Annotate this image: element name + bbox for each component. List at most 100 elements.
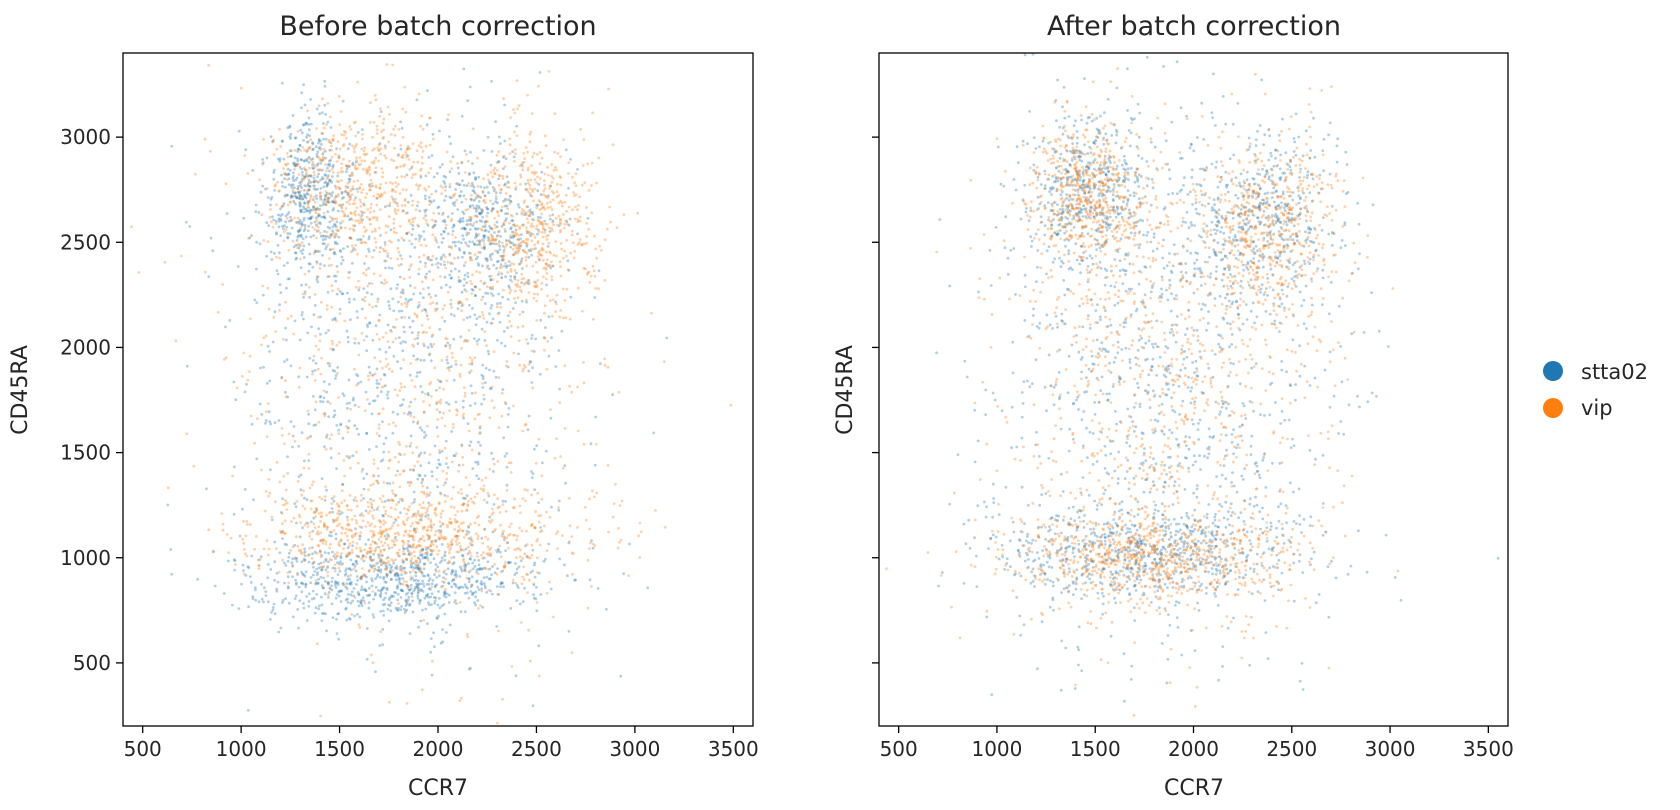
scatter-point [465,289,468,293]
scatter-point [422,230,426,233]
scatter-point [359,601,363,605]
scatter-point [409,255,412,258]
scatter-point [307,604,311,608]
scatter-point [348,202,352,206]
scatter-point [387,140,390,144]
scatter-point [451,229,455,233]
scatter-point [308,209,312,213]
scatter-point [297,375,301,379]
scatter-point [486,567,490,571]
scatter-point [509,275,513,278]
scatter-point [304,196,308,200]
scatter-point [319,222,322,226]
scatter-point [436,617,439,620]
scatter-point [356,131,360,134]
scatter-point [407,550,411,554]
scatter-point [382,505,386,509]
scatter-point [377,474,380,478]
scatter-point [562,213,565,216]
scatter-point [480,373,484,377]
scatter-point [453,518,457,521]
scatter-point [326,120,330,124]
scatter-point [316,367,320,371]
scatter-point [280,180,284,184]
scatter-point [469,150,472,154]
scatter-point [553,165,557,169]
scatter-point [521,267,524,270]
scatter-point [313,570,317,573]
scatter-point [476,460,480,464]
scatter-point [343,190,347,194]
scatter-point [303,176,306,180]
scatter-point [334,186,338,190]
scatter-point [394,181,398,184]
scatter-point [492,503,496,506]
scatter-point [488,515,492,519]
scatter-point [522,277,526,280]
scatter-point [354,209,357,213]
scatter-point [419,569,422,573]
scatter-point [603,357,607,361]
scatter-point [288,125,291,129]
scatter-point [499,550,502,554]
scatter-point [407,595,411,599]
scatter-point [352,567,356,571]
scatter-point [396,283,399,287]
scatter-point [269,197,273,201]
scatter-point [486,349,490,353]
scatter-point [516,251,520,255]
scatter-point [328,169,331,173]
scatter-point [494,191,498,195]
scatter-point [481,208,484,212]
scatter-point [550,181,554,184]
scatter-point [512,155,516,159]
scatter-point [282,474,286,478]
scatter-point [348,159,351,163]
scatter-point [401,547,405,550]
scatter-point [443,591,446,595]
scatter-point [401,340,405,343]
scatter-point [502,529,505,533]
scatter-point [531,386,535,390]
scatter-point [311,265,315,269]
scatter-point [130,225,134,229]
scatter-point [247,605,251,609]
scatter-point [265,254,268,258]
scatter-point [309,138,313,142]
scatter-point [402,277,406,281]
scatter-point [405,173,409,177]
scatter-point [477,440,480,444]
scatter-point [241,537,245,541]
scatter-point [323,234,326,238]
scatter-point [376,297,380,301]
scatter-point [389,526,393,530]
scatter-point [308,547,311,550]
scatter-point [353,565,357,568]
scatter-point [509,461,513,465]
scatter-point [383,541,387,545]
scatter-point [292,175,295,178]
scatter-point [531,233,535,236]
scatter-point [337,194,340,198]
scatter-point [467,596,471,600]
scatter-point [438,531,442,535]
scatter-point [328,178,331,182]
scatter-point [406,584,409,587]
scatter-point [318,195,322,199]
scatter-point [467,500,470,503]
scatter-point [458,528,462,532]
scatter-point [315,107,319,111]
scatter-point [354,527,357,531]
scatter-point [298,599,302,603]
scatter-point [351,454,355,458]
scatter-point [261,161,265,165]
scatter-point [397,574,400,577]
scatter-point [379,208,382,212]
scatter-point [302,218,306,222]
scatter-point [327,596,330,599]
scatter-point [540,212,543,216]
scatter-point [360,557,363,561]
scatter-point [426,534,430,538]
scatter-point [391,63,395,67]
scatter-point [367,235,371,239]
